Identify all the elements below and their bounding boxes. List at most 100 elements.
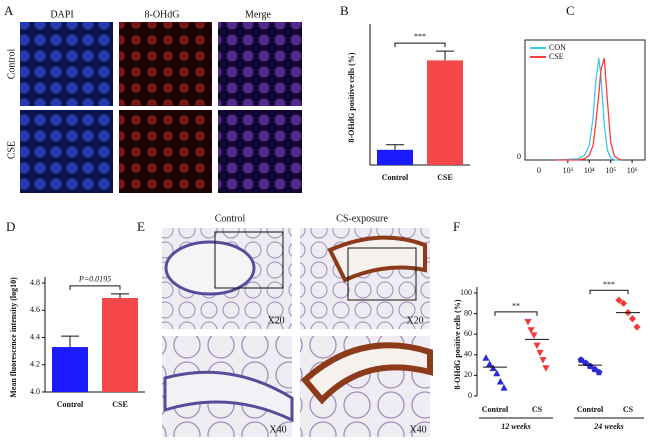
magnification: X40 — [269, 424, 286, 435]
x-tick-label: Control — [57, 400, 84, 409]
x-tick-label: 10⁶ — [627, 166, 638, 175]
x-origin-label: 0 — [537, 166, 541, 175]
y-tick-label: 4.4 — [30, 332, 40, 341]
data-point — [527, 327, 535, 334]
data-point — [539, 357, 547, 364]
row-label: Control — [6, 49, 17, 80]
micrograph — [218, 22, 302, 106]
micrograph — [119, 110, 212, 193]
error-bar — [386, 144, 404, 150]
panel-label: F — [453, 219, 460, 234]
column-header: DAPI — [50, 9, 73, 20]
airway — [164, 240, 256, 296]
panel-a: A DAPI 8-OHdG Merge Control CSE — [4, 3, 302, 193]
error-bar — [61, 335, 79, 348]
x-tick-label: CS — [532, 405, 543, 414]
micrograph — [20, 110, 113, 193]
data-point — [482, 354, 490, 361]
data-point — [591, 365, 598, 373]
data-point — [542, 365, 550, 372]
panel-label: B — [340, 3, 349, 18]
y-axis-label: 8-OHdG positive cells (%) — [347, 52, 356, 142]
significance: *** — [603, 280, 615, 289]
x-tick-label: 10³ — [563, 166, 574, 175]
x-tick-label: CSE — [112, 400, 128, 409]
y-tick-label: 100 — [460, 288, 472, 297]
row-label: CSE — [6, 141, 17, 159]
x-tick-label: CS — [623, 405, 634, 414]
y-tick-label: 60 — [464, 329, 472, 338]
y-tick-label: 20 — [464, 370, 472, 379]
y-tick-label: 4.2 — [30, 360, 40, 369]
column-header: Control — [215, 213, 246, 224]
data-point — [489, 364, 497, 372]
significance: P=0.0195 — [78, 275, 111, 284]
y-tick-label: 4.0 — [30, 387, 40, 396]
panel-label: A — [4, 3, 14, 18]
group-label: 12 weeks — [501, 422, 531, 431]
micrograph — [218, 110, 302, 193]
data-point — [586, 362, 594, 370]
group-label: 24 weeks — [593, 422, 624, 431]
y-tick-label: 40 — [464, 350, 472, 359]
data-point — [536, 349, 544, 357]
data-point — [500, 384, 508, 391]
micrograph — [20, 22, 113, 106]
data-point — [577, 356, 585, 363]
y-axis-label: Mean fluorescence intensity (log10) — [9, 277, 18, 398]
data-point — [628, 315, 637, 323]
series-line — [556, 57, 621, 161]
data-point — [530, 332, 538, 339]
zoom-box — [214, 231, 284, 289]
micrograph — [119, 22, 212, 106]
column-header: 8-OHdG — [145, 9, 180, 20]
significance: ** — [512, 302, 520, 311]
data-point — [615, 296, 623, 304]
x-tick-label: Control — [482, 405, 509, 414]
y-tick-label: 80 — [464, 308, 472, 317]
column-header: Merge — [245, 9, 271, 20]
zoom-box — [347, 247, 417, 301]
bracket — [589, 289, 629, 295]
column-header: CS-exposure — [336, 213, 388, 224]
bracket — [69, 285, 121, 290]
bar — [102, 297, 138, 392]
x-tick-label: CSE — [437, 173, 453, 182]
data-point — [486, 360, 494, 367]
data-point — [496, 377, 504, 385]
data-point — [619, 299, 628, 307]
panel-label: E — [137, 219, 145, 234]
data-point — [633, 323, 641, 331]
legend-label: CSE — [549, 52, 564, 61]
bracket — [494, 311, 538, 316]
bar — [427, 60, 463, 165]
airway — [163, 370, 294, 423]
bar — [377, 149, 413, 165]
y-tick-label: 0 — [517, 152, 521, 161]
y-tick-label: 4.8 — [30, 278, 40, 287]
magnification: X20 — [406, 315, 423, 326]
x-tick-label: 10⁴ — [584, 166, 595, 175]
panel-label: C — [566, 3, 575, 18]
data-point — [582, 359, 589, 366]
data-point — [595, 368, 603, 376]
x-tick-label: Control — [382, 173, 409, 182]
data-point — [493, 369, 501, 377]
y-tick-label: 0 — [468, 391, 472, 400]
x-tick-label: Control — [577, 405, 604, 414]
bracket — [394, 42, 446, 48]
y-axis-label: 8-OHdG positive cells (%) — [453, 299, 462, 389]
magnification: X40 — [409, 424, 426, 435]
magnification: X20 — [267, 315, 284, 326]
error-bar — [111, 293, 129, 298]
y-tick-label: 4.6 — [30, 305, 40, 314]
data-point — [524, 318, 532, 326]
panel-label: D — [6, 219, 15, 234]
legend-label: CON — [549, 43, 566, 52]
significance: *** — [414, 32, 426, 41]
airway — [300, 342, 433, 405]
data-point — [533, 342, 541, 350]
x-tick-label: 10⁵ — [605, 166, 616, 175]
plot-frame — [524, 39, 646, 161]
